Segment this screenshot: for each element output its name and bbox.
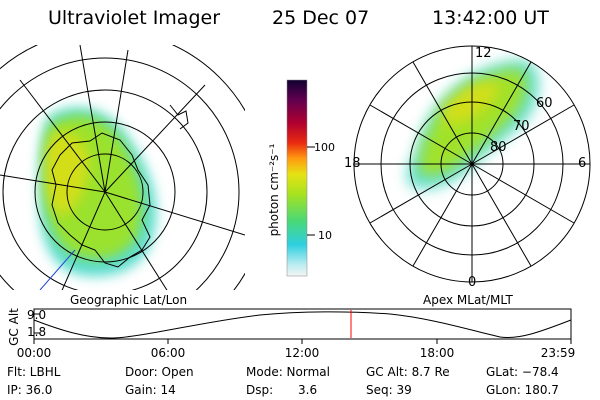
magnetic-panel-label: Apex MLat/MLT <box>423 293 513 307</box>
alt-ytick-label-high: 9.0 <box>27 308 47 322</box>
mlt-label-18: 18 <box>344 156 361 171</box>
meridians <box>0 45 245 290</box>
time-tick-2359: 23:59 <box>540 346 576 360</box>
observation-time: 13:42:00 UT <box>432 7 549 29</box>
time-tick-0000: 00:00 <box>16 346 52 360</box>
altitude-curve <box>33 311 572 339</box>
glon-info: GLon: 180.7 <box>486 383 559 397</box>
altitude-axis-label: GC Alt <box>7 308 21 346</box>
ip-info: IP: 36.0 <box>7 383 53 397</box>
magnetic-map <box>353 45 591 283</box>
oval-bright <box>442 81 500 125</box>
mlt-label-6: 6 <box>578 156 587 171</box>
aurora-bright <box>45 131 89 216</box>
terminator-line <box>39 249 76 290</box>
latitude-circles <box>0 45 245 290</box>
geographic-panel-label: Geographic Lat/Lon <box>70 293 188 307</box>
filter-info: Flt: LBHL <box>7 365 61 379</box>
mlat-label-70: 70 <box>513 119 530 134</box>
mlat-label-80: 80 <box>490 140 507 155</box>
dsp-label: Dsp: <box>246 383 274 397</box>
seq-info: Seq: 39 <box>366 383 412 397</box>
gain-info: Gain: 14 <box>125 383 176 397</box>
alt-ytick-label-low: 1.8 <box>27 325 47 339</box>
time-tick-0600: 06:00 <box>150 346 186 360</box>
magnetic-spokes <box>354 46 590 282</box>
altitude-strip <box>33 308 572 344</box>
colorbar-tick-label-10: 10 <box>318 229 332 242</box>
observation-date: 25 Dec 07 <box>272 7 370 29</box>
door-info: Door: Open <box>125 365 194 379</box>
mlt-label-0: 0 <box>468 275 477 290</box>
time-tick-1200: 12:00 <box>284 346 320 360</box>
geographic-map <box>0 45 245 290</box>
dsp-value: 3.6 <box>298 383 318 397</box>
coastline-island <box>169 104 189 130</box>
mlat-label-60: 60 <box>536 96 553 111</box>
colorbar <box>286 79 315 277</box>
colorbar-unit-label: photon cm⁻²s⁻¹ <box>267 143 281 237</box>
gc-alt-info: GC Alt: 8.7 Re <box>366 365 450 379</box>
glat-info: GLat: −78.4 <box>486 365 559 379</box>
mlt-label-12: 12 <box>475 46 492 61</box>
colorbar-gradient <box>287 80 307 276</box>
coastline <box>51 132 151 268</box>
instrument-title: Ultraviolet Imager <box>48 7 221 29</box>
colorbar-tick-label-100: 100 <box>314 141 335 154</box>
time-tick-1800: 18:00 <box>419 346 455 360</box>
colorbar-border <box>286 79 308 277</box>
mode-info: Mode: Normal <box>246 365 330 379</box>
